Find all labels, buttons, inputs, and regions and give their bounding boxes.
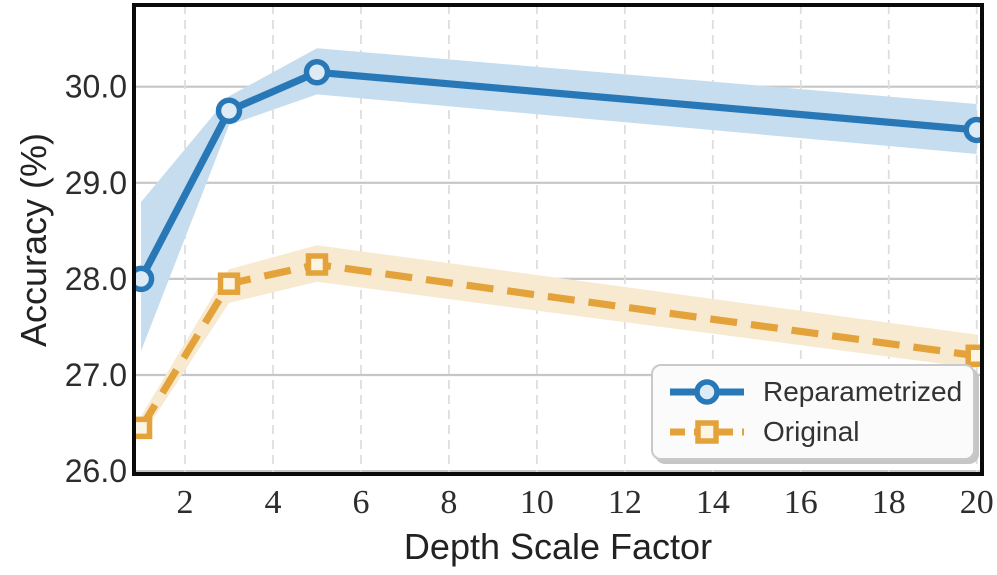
y-tick-label: 26.0: [65, 453, 127, 489]
confidence-band-1: [141, 245, 977, 438]
x-tick-label: 12: [608, 484, 642, 521]
x-tick-label: 16: [784, 484, 818, 521]
circle-marker-icon: [963, 116, 982, 144]
y-tick-label: 27.0: [65, 357, 127, 393]
x-tick-label: 20: [960, 484, 994, 521]
legend: Reparametrized Original: [651, 364, 975, 460]
square-marker-icon: [695, 420, 719, 444]
legend-item-original: Original: [667, 416, 973, 448]
legend-item-reparametrized: Reparametrized: [667, 376, 973, 408]
x-axis-label: Depth Scale Factor: [404, 526, 712, 567]
square-marker-icon: [134, 416, 153, 440]
legend-label-original: Original: [763, 416, 860, 447]
y-axis-label: Accuracy (%): [13, 133, 54, 347]
circle-marker-icon: [215, 97, 243, 124]
y-tick-label: 29.0: [65, 165, 127, 201]
x-tick-label: 4: [264, 484, 281, 521]
x-tick-label: 18: [872, 484, 906, 521]
circle-marker-icon: [303, 59, 331, 86]
square-marker-icon: [965, 344, 982, 368]
x-tick-label: 10: [520, 484, 554, 521]
series-line-1: [137, 260, 978, 430]
plot-frame: [132, 3, 984, 476]
confidence-band-0: [141, 48, 977, 351]
square-marker-icon: [217, 272, 241, 295]
series-line-0: [137, 68, 978, 281]
y-tick-label: 28.0: [65, 261, 127, 297]
tick-labels: 2 4 6 8 10 12 14 16 18 20 26.0 27.0 28.0 29.0 30.0: [65, 69, 994, 521]
square-marker-icon: [305, 253, 329, 276]
legend-label-reparametrized: Reparametrized: [763, 376, 963, 407]
reparametrized-line-sample: [670, 379, 744, 405]
x-tick-label: 14: [696, 484, 730, 521]
x-tick-label: 6: [352, 484, 369, 521]
circle-marker-icon: [134, 265, 155, 293]
y-tick-label: 30.0: [65, 69, 127, 105]
original-line-sample: [670, 420, 744, 444]
x-tick-label: 8: [440, 484, 457, 521]
confidence-bands: [141, 48, 977, 438]
x-tick-label: 2: [177, 484, 194, 521]
circle-marker-icon: [694, 379, 720, 405]
series-lines-and-markers: [134, 59, 982, 440]
